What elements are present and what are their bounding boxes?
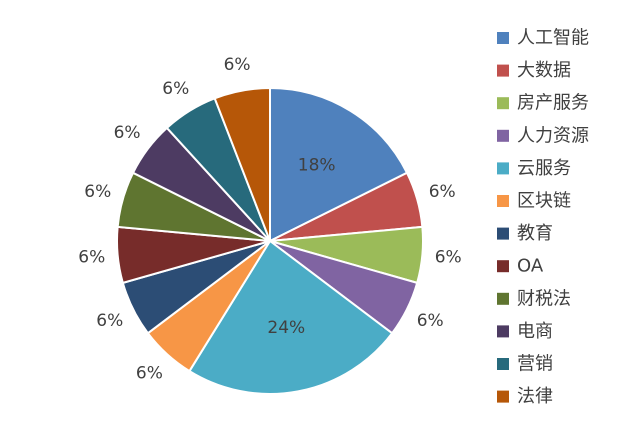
data-label-8: 6% xyxy=(78,248,105,268)
legend-label-10: 电商 xyxy=(517,321,553,342)
legend-item-8: OA xyxy=(497,256,544,277)
legend-item-1: 人工智能 xyxy=(497,28,589,49)
legend-label-9: 财税法 xyxy=(517,288,571,309)
data-label-7: 6% xyxy=(96,311,123,331)
legend-item-9: 财税法 xyxy=(497,288,571,309)
data-label-2: 6% xyxy=(429,182,456,202)
pie-data-labels: 18% 6% 6% 6% 24% 6% 6% 6% 6% 6% 6% 6% xyxy=(78,55,461,383)
pie-slice-5 xyxy=(188,239,394,395)
legend-item-3: 房产服务 xyxy=(497,93,589,114)
data-label-9: 6% xyxy=(84,182,111,202)
data-label-6: 6% xyxy=(136,363,163,383)
legend-swatch-5 xyxy=(497,162,509,175)
legend-label-2: 大数据 xyxy=(517,60,571,81)
legend-item-7: 教育 xyxy=(497,223,553,244)
pie-slices xyxy=(116,86,424,395)
pie-slice-12 xyxy=(213,86,271,242)
data-label-12: 6% xyxy=(224,55,251,75)
legend-swatch-2 xyxy=(497,64,509,77)
legend-swatch-11 xyxy=(497,358,509,370)
legend-item-2: 大数据 xyxy=(497,60,571,81)
legend-label-6: 区块链 xyxy=(517,191,571,212)
legend-label-11: 营销 xyxy=(517,354,553,375)
legend-swatch-9 xyxy=(497,292,509,305)
legend-item-5: 云服务 xyxy=(497,158,571,179)
legend-label-7: 教育 xyxy=(517,223,553,244)
legend-swatch-12 xyxy=(497,390,509,403)
legend-swatch-8 xyxy=(497,260,509,273)
data-label-10: 6% xyxy=(114,123,141,143)
legend-item-10: 电商 xyxy=(497,321,553,342)
legend-swatch-4 xyxy=(497,129,509,142)
data-label-5: 24% xyxy=(267,318,305,338)
legend-swatch-1 xyxy=(497,32,509,44)
legend-item-4: 人力资源 xyxy=(497,125,589,146)
data-label-4: 6% xyxy=(417,311,444,331)
legend-swatch-7 xyxy=(497,227,509,240)
data-label-1: 18% xyxy=(298,156,336,176)
legend-item-12: 法律 xyxy=(497,386,553,407)
legend-swatch-6 xyxy=(497,195,509,207)
data-label-3: 6% xyxy=(435,248,462,268)
legend-swatch-10 xyxy=(497,325,509,338)
legend-item-6: 区块链 xyxy=(497,191,571,212)
legend-item-11: 营销 xyxy=(497,354,553,375)
legend-label-1: 人工智能 xyxy=(517,28,589,49)
legend-label-8: OA xyxy=(517,256,544,277)
legend-label-3: 房产服务 xyxy=(517,93,589,114)
data-label-11: 6% xyxy=(162,79,189,99)
pie-slice-1 xyxy=(269,86,409,243)
legend-label-4: 人力资源 xyxy=(517,125,589,146)
legend-label-12: 法律 xyxy=(517,386,553,407)
legend-swatch-3 xyxy=(497,97,509,110)
legend-label-5: 云服务 xyxy=(517,158,571,179)
